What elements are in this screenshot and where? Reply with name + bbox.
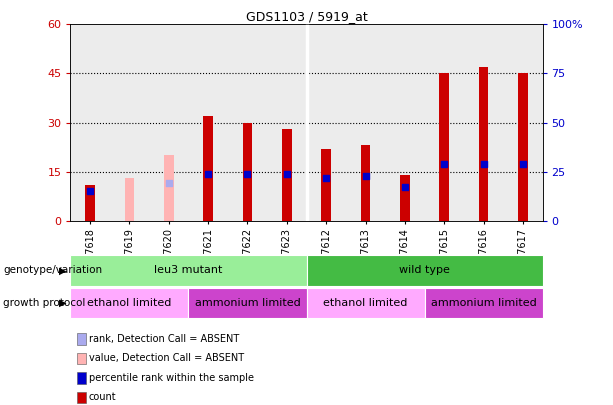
Bar	[479, 67, 489, 221]
Text: ▶: ▶	[59, 265, 66, 275]
Bar	[346, 24, 385, 221]
Text: wild type: wild type	[399, 265, 450, 275]
Point	[400, 184, 409, 191]
Title: GDS1103 / 5919_at: GDS1103 / 5919_at	[246, 10, 367, 23]
Bar	[204, 116, 213, 221]
Bar	[464, 24, 503, 221]
Bar	[124, 178, 134, 221]
Point	[479, 160, 489, 167]
Bar	[164, 155, 173, 221]
Text: growth protocol: growth protocol	[3, 298, 85, 308]
Bar	[189, 24, 228, 221]
Bar	[85, 185, 95, 221]
Bar	[503, 24, 543, 221]
Bar	[400, 175, 409, 221]
Bar	[424, 24, 464, 221]
Point	[518, 160, 528, 167]
Text: ammonium limited: ammonium limited	[194, 298, 300, 308]
Point	[282, 171, 292, 177]
Point	[321, 174, 331, 181]
Bar	[149, 24, 189, 221]
Bar	[70, 24, 110, 221]
Text: genotype/variation: genotype/variation	[3, 265, 102, 275]
Text: ethanol limited: ethanol limited	[323, 298, 408, 308]
Bar	[306, 24, 346, 221]
Text: leu3 mutant: leu3 mutant	[154, 265, 223, 275]
Bar	[360, 145, 370, 221]
Text: percentile rank within the sample: percentile rank within the sample	[89, 373, 254, 383]
Bar	[518, 73, 528, 221]
Text: ammonium limited: ammonium limited	[430, 298, 536, 308]
Point	[164, 180, 173, 187]
Point	[360, 172, 370, 179]
Point	[243, 171, 253, 177]
Bar	[267, 24, 306, 221]
Bar	[440, 73, 449, 221]
Bar	[228, 24, 267, 221]
Bar	[243, 122, 253, 221]
Bar	[385, 24, 424, 221]
Bar	[110, 24, 149, 221]
Point	[440, 160, 449, 167]
Text: rank, Detection Call = ABSENT: rank, Detection Call = ABSENT	[89, 334, 239, 344]
Bar	[321, 149, 331, 221]
Text: value, Detection Call = ABSENT: value, Detection Call = ABSENT	[89, 354, 244, 363]
Point	[85, 188, 95, 194]
Text: count: count	[89, 392, 116, 402]
Bar	[282, 129, 292, 221]
Point	[204, 171, 213, 177]
Text: ▶: ▶	[59, 298, 66, 308]
Text: ethanol limited: ethanol limited	[87, 298, 172, 308]
